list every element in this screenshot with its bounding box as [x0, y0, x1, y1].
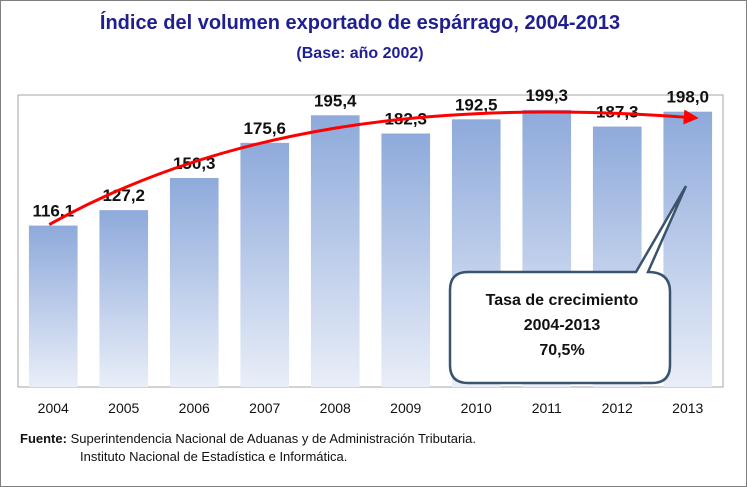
x-tick-label-2007: 2007: [249, 400, 280, 416]
value-label-2011: 199,3: [525, 86, 568, 105]
bar-2004: [28, 225, 78, 387]
callout-line-2: 2004-2013: [524, 317, 601, 334]
source-line-1: Superintendencia Nacional de Aduanas y d…: [70, 431, 476, 446]
source-note: Fuente: Superintendencia Nacional de Adu…: [20, 430, 476, 466]
chart-subtitle: (Base: año 2002): [296, 45, 424, 62]
x-tick-label-2010: 2010: [461, 400, 492, 416]
value-label-2007: 175,6: [243, 119, 286, 138]
value-label-2013: 198,0: [666, 88, 709, 107]
callout-line-1: Tasa de crecimiento: [486, 292, 639, 309]
callout-line-3: 70,5%: [539, 342, 584, 359]
x-tick-label-2013: 2013: [672, 400, 703, 416]
trend-arrow: [48, 109, 699, 226]
x-tick-label-2009: 2009: [390, 400, 421, 416]
source-label: Fuente:: [20, 431, 67, 446]
bar-2013: [663, 111, 713, 387]
value-label-2010: 192,5: [455, 95, 498, 114]
bar-2008: [310, 115, 360, 387]
chart-title: Índice del volumen exportado de espárrag…: [99, 12, 621, 34]
x-tick-label-2012: 2012: [602, 400, 633, 416]
source-line-2: Instituto Nacional de Estadística e Info…: [80, 449, 348, 464]
bar-2009: [381, 133, 431, 387]
value-label-2005: 127,2: [102, 186, 145, 205]
x-tick-label-2006: 2006: [179, 400, 210, 416]
bar-2005: [99, 210, 149, 387]
bar-2007: [240, 142, 290, 387]
bar-2006: [169, 178, 219, 387]
x-tick-label-2008: 2008: [320, 400, 351, 416]
callout-bubble: [448, 185, 688, 385]
x-tick-label-2005: 2005: [108, 400, 139, 416]
x-tick-label-2004: 2004: [38, 400, 69, 416]
value-label-2004: 116,1: [32, 202, 74, 221]
value-label-2008: 195,4: [314, 91, 357, 110]
x-tick-labels-group: 2004 2005 2006 2007 2008 2009 2010 2011 2012 2013: [38, 400, 704, 416]
growth-callout: Tasa de crecimiento 2004-2013 70,5%: [448, 185, 688, 385]
x-tick-label-2011: 2011: [532, 400, 562, 416]
